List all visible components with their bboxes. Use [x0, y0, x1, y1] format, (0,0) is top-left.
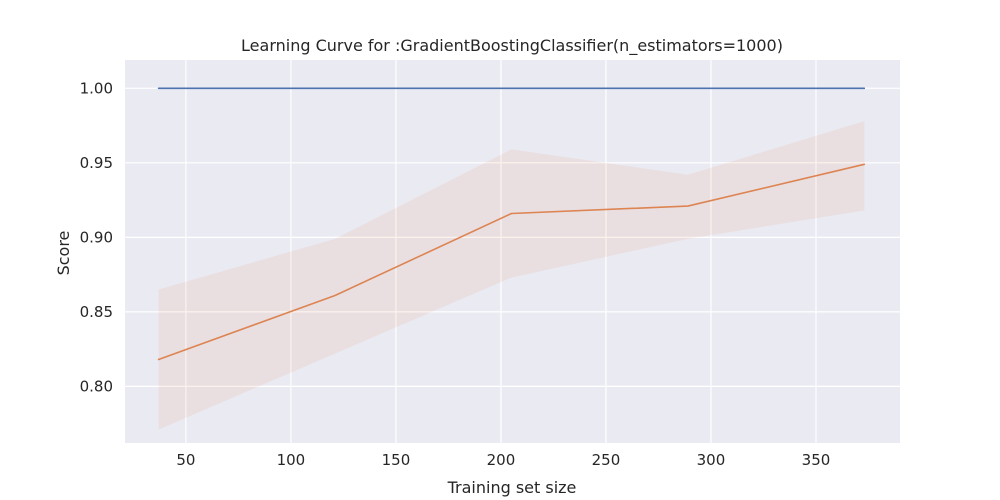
- x-tick-label: 150: [382, 451, 411, 469]
- series-lines: [157, 87, 866, 361]
- x-tick-label: 300: [697, 451, 726, 469]
- y-tick-label: 0.95: [80, 154, 113, 172]
- x-tick-label: 350: [802, 451, 831, 469]
- grid-lines: [125, 60, 900, 443]
- x-tick-label: 50: [176, 451, 195, 469]
- chart-title: Learning Curve for :GradientBoostingClas…: [241, 36, 783, 56]
- y-tick-label: 0.90: [80, 228, 113, 246]
- x-tick-label: 200: [487, 451, 516, 469]
- x-tick-label: 100: [277, 451, 306, 469]
- tick-labels: 50 100 150 200 250 300 350 0.80 0.85 0.90 0.95 1.00: [80, 79, 831, 469]
- y-tick-label: 0.80: [80, 377, 113, 395]
- x-tick-label: 250: [592, 451, 621, 469]
- plot-area: [125, 60, 900, 443]
- series-1-band: [158, 121, 865, 430]
- confidence-bands: [158, 121, 865, 430]
- x-axis-label: Training set size: [447, 478, 577, 497]
- y-tick-label: 0.85: [80, 303, 113, 321]
- y-tick-label: 1.00: [80, 79, 113, 97]
- y-axis-label: Score: [54, 231, 73, 276]
